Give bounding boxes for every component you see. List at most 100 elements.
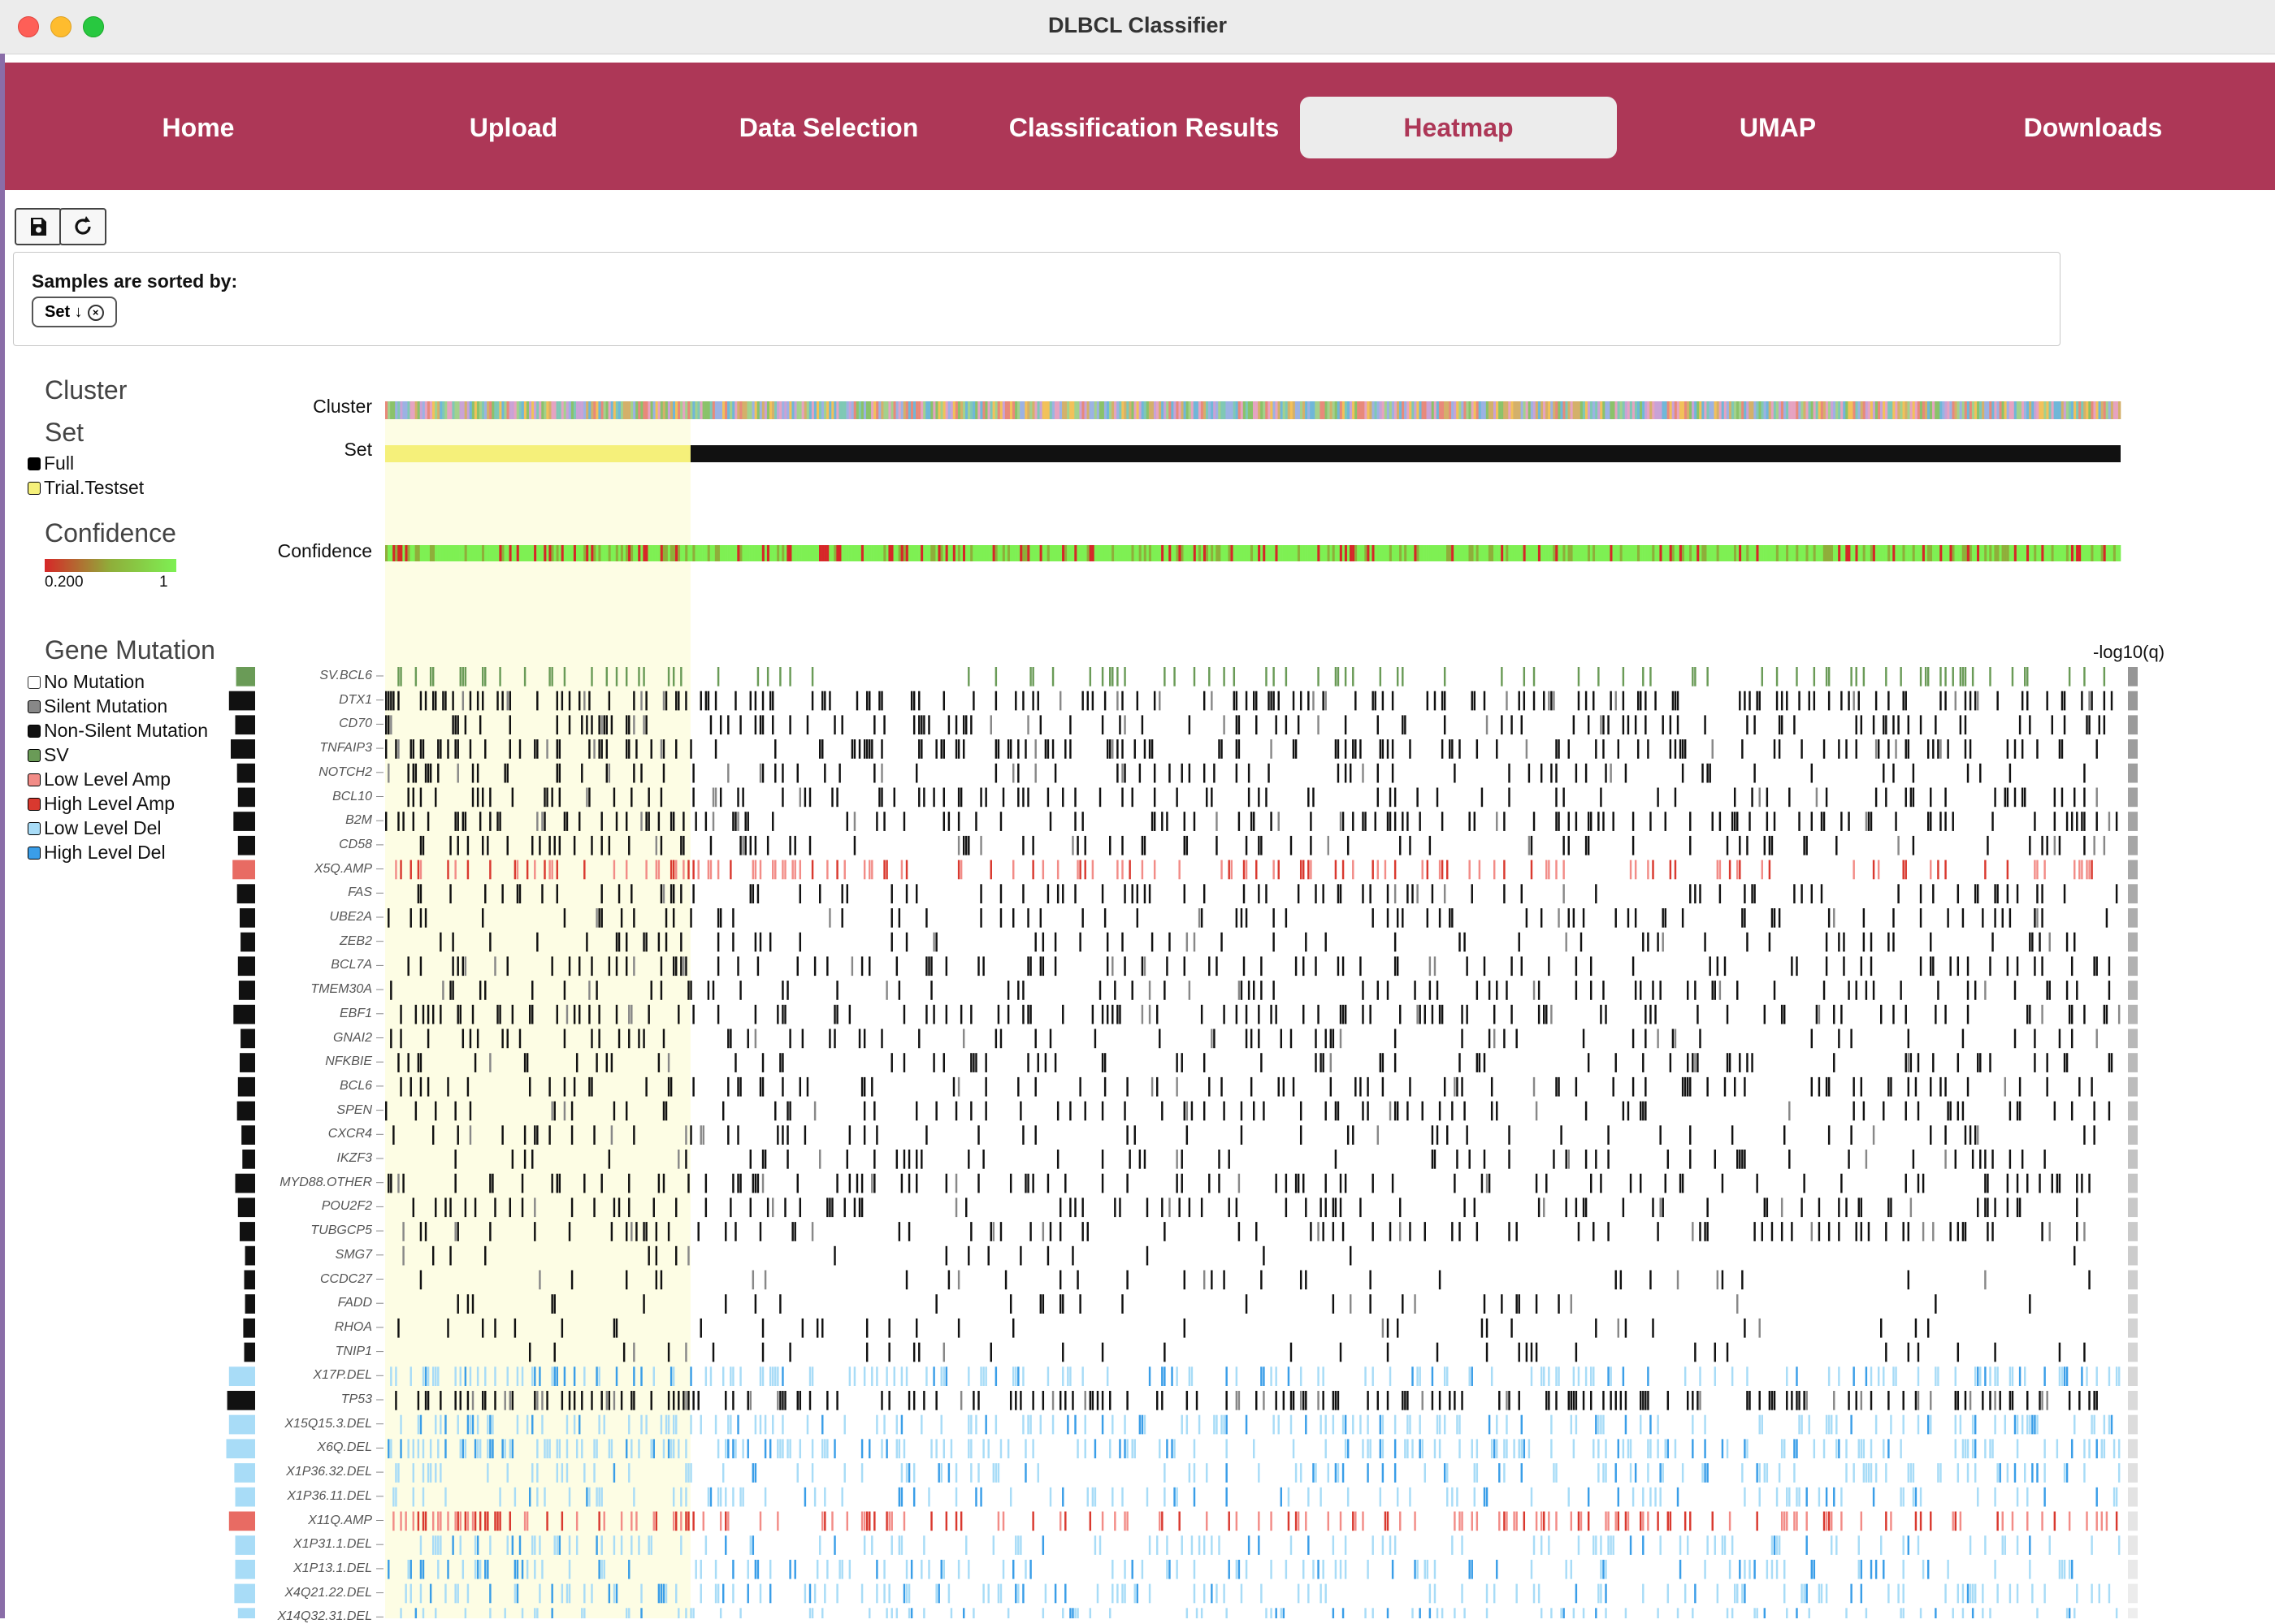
mutation-mark [512,788,514,808]
mutation-mark [1081,691,1083,711]
mutation-mark [727,1512,729,1531]
mutation-mark [465,1197,466,1217]
mutation-mark [1744,1077,1745,1097]
mutation-mark [1194,933,1195,952]
cluster-cell [782,401,784,419]
mutation-mark [1436,1415,1438,1435]
mutation-mark [581,1439,583,1458]
mutation-mark [1692,1053,1693,1072]
mutation-mark [890,933,892,952]
mutation-mark [1032,1439,1034,1458]
mutation-mark [2046,1391,2048,1410]
mutation-mark [678,1439,679,1458]
mutation-mark [1176,1053,1177,1072]
cluster-cell [956,401,958,419]
mutation-mark [1875,1415,1877,1435]
mutation-mark [1476,1439,1478,1458]
mutation-mark [1064,1512,1066,1531]
cluster-cell [388,401,390,419]
mutation-mark [1074,884,1076,903]
mutation-mark [1657,1029,1658,1049]
mutation-mark [1022,981,1024,1000]
mutation-mark [1895,812,1896,831]
mutation-mark [1840,1005,1842,1024]
mutation-mark [1270,812,1272,831]
cluster-cell [791,401,794,419]
mutation-mark [1402,667,1403,686]
cluster-cell [561,401,564,419]
mutation-mark [727,1415,729,1435]
mutation-mark [925,1366,927,1386]
mutation-mark [760,860,761,880]
mutation-mark [1458,739,1460,759]
mutation-mark [395,1391,396,1410]
mutation-mark [2066,1463,2068,1483]
mutation-mark [760,1415,761,1435]
cluster-cell [970,401,973,419]
mutation-mark [765,1271,766,1290]
mutation-mark [593,1463,595,1483]
mutation-mark [742,788,743,808]
mutation-mark [415,764,417,783]
confidence-cell [1734,545,1736,561]
mutation-mark [956,1512,957,1531]
mutation-mark [600,715,602,734]
confidence-cell [866,545,869,561]
mutation-mark [591,715,592,734]
confidence-cell [894,545,896,561]
confidence-cell [539,545,541,561]
confidence-cell [824,545,826,561]
mutation-mark [1855,667,1857,686]
cluster-cell [1508,401,1510,419]
confidence-cell [1727,545,1729,561]
mutation-mark [2036,860,2038,880]
mutation-mark [569,691,570,711]
mutation-mark [933,933,934,952]
confidence-cell [784,545,786,561]
mutation-mark [1402,1294,1403,1314]
mutation-mark [1555,1391,1557,1410]
mutation-mark [413,788,414,808]
mutation-mark [1555,812,1557,831]
mutation-mark [1897,715,1899,734]
cluster-cell [1064,401,1067,419]
mutation-mark [730,1415,731,1435]
mutation-mark [1515,1222,1517,1241]
mutation-mark [1694,884,1696,903]
mutation-mark [2029,1415,2030,1435]
mutation-mark [973,1391,974,1410]
mutation-mark [626,812,627,831]
mutation-mark [734,1053,736,1072]
mutation-mark [613,1463,615,1483]
mutation-mark [653,1512,655,1531]
mutation-mark [1456,1415,1458,1435]
mutation-mark [1079,1077,1081,1097]
mutation-mark [1302,860,1304,880]
mutation-mark [1838,1222,1840,1241]
mutation-mark [685,1125,687,1145]
confidence-cell [1112,545,1114,561]
confidence-cell [2009,545,2012,561]
mutation-mark [834,1246,835,1266]
mutation-mark [824,1439,826,1458]
mutation-mark [1456,1150,1458,1169]
qvalue-bar [2128,788,2138,808]
mutation-mark [489,933,491,952]
mutation-mark [472,764,474,783]
cluster-cell [896,401,899,419]
cluster-cell [1625,401,1627,419]
confidence-cell [1714,545,1717,561]
mutation-mark [413,1512,414,1531]
cluster-cell [1955,401,1957,419]
mutation-mark [1022,691,1024,711]
mutation-mark [965,1197,967,1217]
mutation-mark [2026,1174,2028,1193]
mutation-mark [1416,788,1418,808]
mutation-mark [1935,1005,1936,1024]
cluster-cell [1107,401,1109,419]
mutation-mark [1126,1174,1128,1193]
mutation-mark [725,1294,726,1314]
cluster-cell [1905,401,1908,419]
mutation-mark [1908,1463,1909,1483]
mutation-mark [1092,1391,1094,1410]
